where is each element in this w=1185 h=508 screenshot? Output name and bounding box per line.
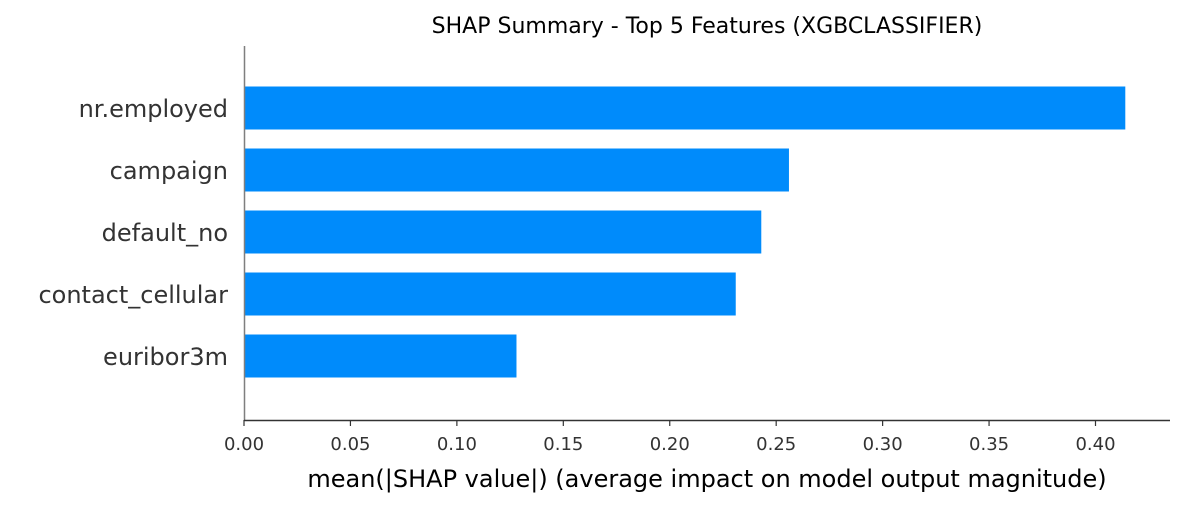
bar-3 bbox=[244, 272, 736, 316]
category-label: nr.employed bbox=[79, 95, 228, 123]
x-tick-label: 0.35 bbox=[969, 434, 1009, 455]
chart-title: SHAP Summary - Top 5 Features (XGBCLASSI… bbox=[432, 14, 983, 39]
x-axis-label: mean(|SHAP value|) (average impact on mo… bbox=[307, 465, 1106, 493]
category-label: campaign bbox=[110, 157, 228, 185]
x-ticks-group: 0.00 0.05 0.10 0.15 0.20 0.25 0.30 0.35 0.40 bbox=[224, 420, 1116, 455]
bar-1 bbox=[244, 148, 789, 192]
bar-0 bbox=[244, 86, 1126, 130]
x-tick-label: 0.00 bbox=[224, 434, 264, 455]
x-tick-label: 0.05 bbox=[330, 434, 370, 455]
bar-2 bbox=[244, 210, 762, 254]
x-tick-label: 0.40 bbox=[1075, 434, 1115, 455]
bar-4 bbox=[244, 334, 517, 378]
bars-group bbox=[244, 86, 1126, 378]
x-tick-label: 0.30 bbox=[863, 434, 903, 455]
x-tick-label: 0.15 bbox=[543, 434, 583, 455]
x-tick-label: 0.25 bbox=[756, 434, 796, 455]
x-tick-label: 0.10 bbox=[437, 434, 477, 455]
category-label: contact_cellular bbox=[38, 281, 228, 309]
category-label: default_no bbox=[102, 219, 228, 247]
category-labels-group: nr.employed campaign default_no contact_cel… bbox=[38, 95, 228, 371]
category-label: euribor3m bbox=[103, 343, 228, 371]
x-tick-label: 0.20 bbox=[650, 434, 690, 455]
